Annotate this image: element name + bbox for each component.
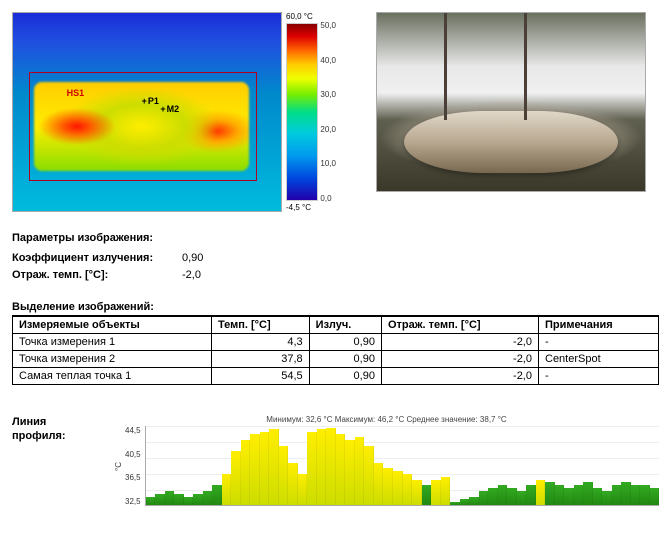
profile-chart: Минимум: 32,6 °C Максимум: 46,2 °C Средн… [114,415,659,506]
chart-bar [507,488,517,505]
chart-bar [422,485,432,505]
chart-bar [317,429,327,505]
measurements-section: Выделение изображений: Измеряемые объект… [12,301,659,385]
chart-bar [241,440,251,505]
param-refl-value: -2,0 [182,267,201,284]
chart-bar [574,485,584,505]
chart-bar [555,485,565,505]
chart-bar [184,497,194,505]
chart-bar [469,497,479,505]
chart-bar [583,482,593,505]
thermal-roi-box [29,72,257,181]
measurements-table: Измеряемые объекты Темп. [°C] Излуч. Отр… [12,316,659,385]
chart-bar [479,491,489,505]
chart-bar [393,471,403,505]
chart-bar [222,474,232,505]
chart-bar [193,494,203,505]
chart-bar [336,434,346,505]
chart-bar [155,494,165,505]
photo-image [376,12,646,192]
table-row: Точка измерения 237,80,90-2,0CenterSpot [13,351,659,368]
chart-bar [374,463,384,505]
chart-bar [536,480,546,505]
profile-section: Линия профиля: Минимум: 32,6 °C Максимум… [12,415,659,506]
chart-bar [602,491,612,505]
chart-bar [517,491,527,505]
chart-bar [174,494,184,505]
chart-bar [165,491,175,505]
chart-bar [412,480,422,505]
chart-bar [431,480,441,505]
param-emissivity-label: Коэффициент излучения: [12,250,182,267]
thermal-block: HS1 P1 M2 60,0 °C 50,0 40,0 30,0 20,0 10… [12,12,336,212]
chart-bar [146,497,156,505]
chart-bar [450,502,460,505]
table-header-row: Измеряемые объекты Темп. [°C] Излуч. Отр… [13,317,659,334]
chart-bar [498,485,508,505]
chart-bar [298,474,308,505]
chart-bar [326,428,336,505]
table-row: Точка измерения 14,30,90-2,0- [13,334,659,351]
chart-bar [250,434,260,505]
chart-bar [526,485,536,505]
chart-bar [640,485,650,505]
chart-bar [621,482,631,505]
colorbar-scale [286,23,318,201]
chart-bar [383,468,393,505]
chart-bar [212,485,222,505]
colorbar: 60,0 °C 50,0 40,0 30,0 20,0 10,0 0,0 -4,… [286,12,336,212]
chart-bar [403,474,413,505]
chart-bar [307,432,317,505]
chart-bar [345,440,355,505]
chart-bar [612,485,622,505]
chart-bar [631,485,641,505]
chart-bar [564,488,574,505]
marker-hs1: HS1 [67,88,85,98]
chart-bar [441,477,451,505]
chart-bar [488,488,498,505]
chart-bar [288,463,298,505]
chart-bar [203,491,213,505]
chart-bar [279,446,289,505]
marker-m2: M2 [160,104,179,114]
colorbar-top: 60,0 °C [286,12,313,21]
chart-bar [269,429,279,505]
param-emissivity-value: 0,90 [182,250,203,267]
chart-bar [593,488,603,505]
chart-bars [145,426,659,506]
chart-bar [260,432,270,505]
chart-bar [355,437,365,505]
chart-bar [460,499,470,505]
image-parameters: Параметры изображения: Коэффициент излуч… [12,232,659,283]
table-row: Самая теплая точка 154,50,90-2,0- [13,368,659,385]
param-refl-label: Отраж. темп. [°C]: [12,267,182,284]
chart-bar [545,482,555,505]
chart-yaxis: 44,5 40,5 36,5 32,5 [125,426,145,506]
colorbar-ticks: 50,0 40,0 30,0 20,0 10,0 0,0 [320,21,336,203]
colorbar-bottom: -4,5 °C [286,203,311,212]
params-title: Параметры изображения: [12,232,659,244]
chart-ylabel: °C [114,462,123,471]
chart-bar [364,446,374,505]
marker-p1: P1 [142,96,159,106]
thermal-image: HS1 P1 M2 [12,12,282,212]
profile-stats: Минимум: 32,6 °C Максимум: 46,2 °C Средн… [114,415,659,424]
chart-bar [650,488,660,505]
chart-bar [231,451,241,505]
profile-label: Линия профиля: [12,415,102,506]
measurements-title: Выделение изображений: [12,301,659,316]
images-row: HS1 P1 M2 60,0 °C 50,0 40,0 30,0 20,0 10… [12,12,659,212]
